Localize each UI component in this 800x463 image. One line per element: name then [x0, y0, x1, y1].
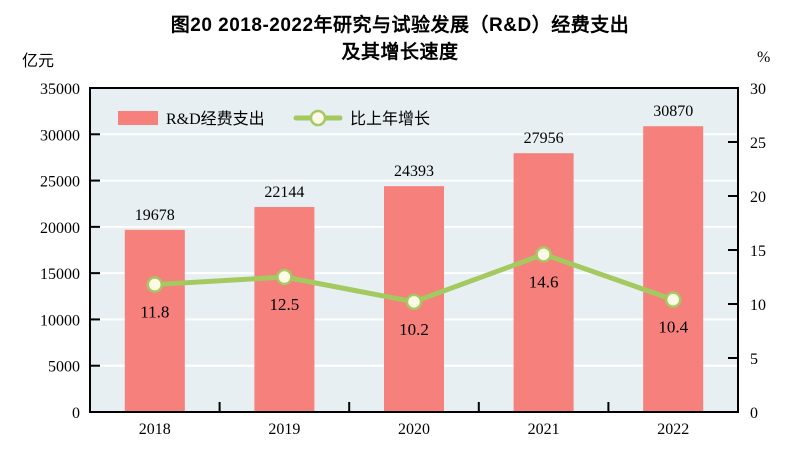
line-marker-2022: [664, 291, 682, 308]
y-left-tick-label: 20000: [40, 220, 80, 237]
x-tick-label: 2019: [268, 421, 300, 438]
line-marker-2021: [535, 246, 552, 263]
x-tick-label: 2022: [657, 421, 689, 438]
chart-title-line1: 图20 2018-2022年研究与试验发展（R&D）经费支出: [170, 15, 630, 36]
y-left-tick-label: 5000: [48, 359, 80, 376]
x-tick-label: 2020: [398, 421, 430, 438]
bar-value-label: 27956: [524, 130, 564, 147]
y-left-tick-label: 30000: [40, 127, 80, 144]
y-left-tick-label: 25000: [40, 174, 80, 191]
y-right-tick-label: 25: [750, 135, 766, 152]
bar-value-label: 22144: [264, 184, 304, 201]
legend-line-label: 比上年增长: [350, 110, 430, 128]
y-right-tick-label: 5: [750, 351, 758, 368]
line-marker-2020: [405, 293, 423, 311]
bar-2018: [124, 229, 185, 412]
growth-value-label: 10.2: [399, 320, 429, 339]
line-marker-2019: [276, 268, 293, 286]
bar-2022: [643, 126, 704, 413]
y-left-tick-label: 35000: [40, 81, 80, 98]
y-left-tick-label: 0: [72, 405, 80, 422]
legend-bar-label: R&D经费支出: [166, 110, 265, 128]
y-right-tick-label: 15: [750, 243, 766, 260]
bar-value-label: 24393: [394, 163, 434, 180]
legend-bar-swatch: [118, 111, 158, 125]
y-right-tick-label: 0: [750, 405, 758, 422]
bar-2021: [513, 153, 574, 412]
y-right-tick-label: 30: [750, 81, 766, 98]
growth-value-label: 12.5: [270, 295, 300, 314]
left-axis-unit-label: 亿元: [22, 53, 55, 70]
y-right-tick-label: 10: [750, 297, 766, 314]
growth-value-label: 14.6: [529, 272, 559, 291]
growth-value-label: 11.8: [140, 303, 169, 322]
y-right-tick-label: 20: [750, 189, 766, 206]
bar-value-label: 30870: [653, 103, 693, 120]
line-marker-2018: [146, 276, 164, 293]
legend-line-marker: [309, 109, 327, 127]
x-tick-label: 2018: [139, 421, 171, 438]
bar-2019: [254, 207, 315, 412]
y-left-tick-label: 15000: [40, 266, 80, 283]
growth-value-label: 10.4: [658, 318, 688, 337]
bar-value-label: 19678: [135, 207, 175, 224]
chart-title: 图20 2018-2022年研究与试验发展（R&D）经费支出 及其增长速度: [0, 12, 800, 66]
y-left-tick-label: 10000: [40, 312, 80, 329]
right-axis-unit-label: %: [757, 49, 771, 66]
plot-border: [89, 87, 739, 413]
chart-title-line2: 及其增长速度: [341, 42, 459, 63]
x-tick-label: 2021: [528, 421, 560, 438]
